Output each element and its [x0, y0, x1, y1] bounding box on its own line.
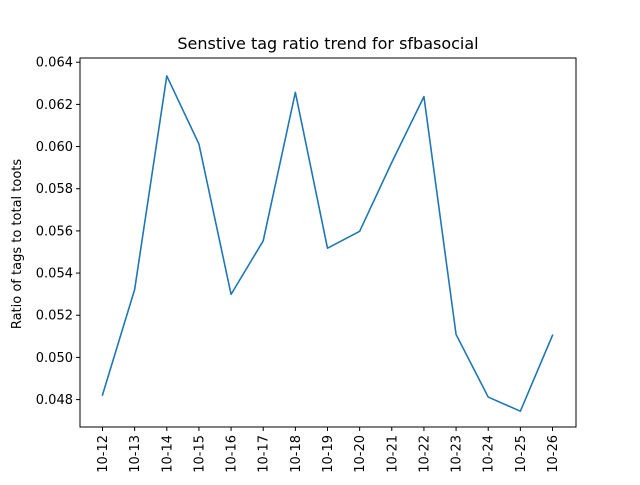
- y-tick-label: 0.054: [36, 267, 73, 282]
- y-tick-label: 0.048: [36, 393, 73, 408]
- series-layer: [102, 76, 552, 411]
- y-tick-label: 0.050: [36, 351, 73, 366]
- y-tick-label: 0.052: [36, 309, 73, 324]
- x-tick-label: 10-12: [96, 435, 111, 473]
- plot-area-frame: [80, 58, 576, 427]
- y-tick-label: 0.056: [36, 224, 73, 239]
- x-tick-label: 10-13: [128, 435, 143, 473]
- x-tick-label: 10-16: [225, 435, 240, 473]
- x-tick-label: 10-21: [385, 435, 400, 473]
- x-tick-label: 10-24: [482, 435, 497, 473]
- x-tick-label: 10-15: [192, 435, 207, 473]
- x-tick-label: 10-26: [546, 435, 561, 473]
- x-tick-label: 10-18: [289, 435, 304, 473]
- x-axis: 10-12 10-13 10-14 10-15 10-16 10-17 10-18 10-19…: [96, 427, 561, 473]
- chart-title: Senstive tag ratio trend for sfbasocial: [177, 34, 478, 53]
- y-tick-label: 0.062: [36, 98, 73, 113]
- y-axis-label: Ratio of tags to total toots: [10, 159, 25, 330]
- y-tick-label: 0.060: [36, 140, 73, 155]
- x-tick-label: 10-25: [514, 435, 529, 473]
- series-line-0: [103, 76, 553, 411]
- y-tick-label: 0.058: [36, 182, 73, 197]
- x-tick-label: 10-22: [417, 435, 432, 473]
- x-tick-label: 10-14: [160, 435, 175, 473]
- y-tick-label: 0.064: [36, 56, 73, 71]
- x-tick-label: 10-17: [257, 435, 272, 473]
- x-tick-label: 10-23: [450, 435, 465, 473]
- x-tick-label: 10-20: [353, 435, 368, 473]
- x-tick-label: 10-19: [321, 435, 336, 473]
- y-axis: 0.048 0.050 0.052 0.054 0.056 0.058 0.060 0.062…: [36, 56, 80, 408]
